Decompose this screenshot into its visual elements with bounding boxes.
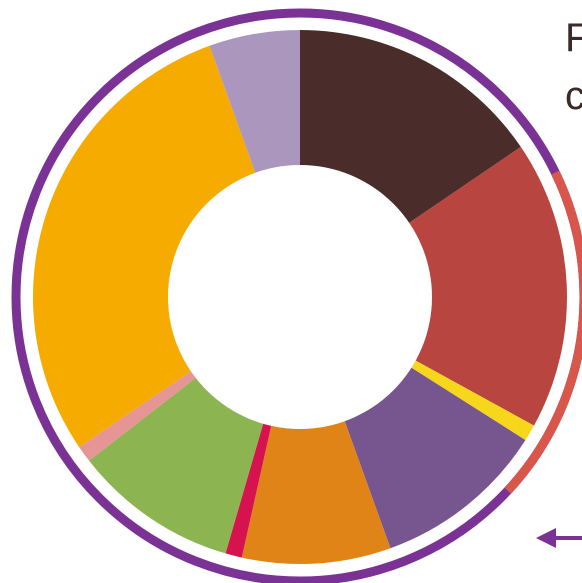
pie-slice-5: [241, 297, 391, 564]
arrow-head: [536, 528, 556, 548]
donut-hole: [168, 165, 432, 429]
pie-slice-2: [300, 146, 567, 426]
outer-ring: [11, 8, 582, 583]
heading-line-2: c: [565, 74, 582, 118]
side-ring-arc: [504, 170, 582, 494]
heading-line-1: F: [565, 16, 582, 60]
pie-slice-9: [32, 45, 301, 448]
arrow-left-icon: [536, 528, 582, 548]
